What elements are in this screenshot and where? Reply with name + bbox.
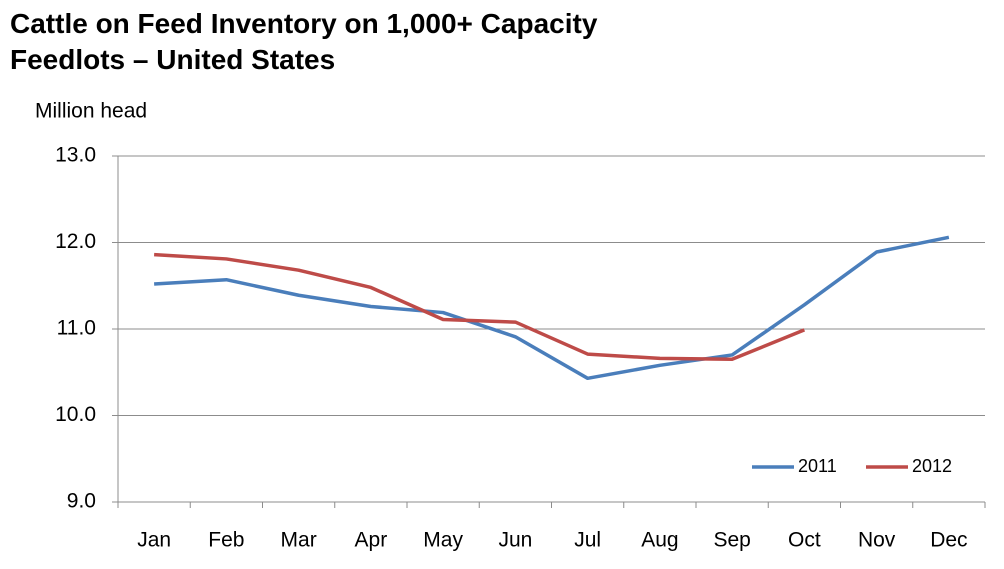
x-tick-label: Mar xyxy=(281,529,317,552)
y-tick-label: 9.0 xyxy=(67,490,96,513)
series-line xyxy=(154,252,806,362)
x-tick-label: May xyxy=(423,529,463,552)
x-tick-label: Jan xyxy=(137,529,171,552)
legend-label: 2011 xyxy=(798,456,837,476)
legend-label: 2012 xyxy=(912,456,952,476)
y-tick-label: 10.0 xyxy=(55,403,96,426)
x-tick-label: Jun xyxy=(498,529,532,552)
series-line xyxy=(154,235,950,381)
y-tick-label: 13.0 xyxy=(55,144,96,167)
x-tick-label: Dec xyxy=(930,529,967,552)
y-tick-label: 11.0 xyxy=(57,317,96,340)
y-tick-label: 12.0 xyxy=(55,230,96,253)
x-tick-label: Feb xyxy=(208,529,244,552)
x-tick-label: Oct xyxy=(788,529,821,552)
x-tick-label: Sep xyxy=(713,529,750,552)
chart-title: Cattle on Feed Inventory on 1,000+ Capac… xyxy=(10,8,598,75)
x-tick-label: Aug xyxy=(641,529,678,552)
x-tick-label: Jul xyxy=(574,529,601,552)
x-tick-label: Apr xyxy=(355,529,388,552)
x-tick-label: Nov xyxy=(858,529,896,552)
y-axis-label: Million head xyxy=(35,100,147,123)
